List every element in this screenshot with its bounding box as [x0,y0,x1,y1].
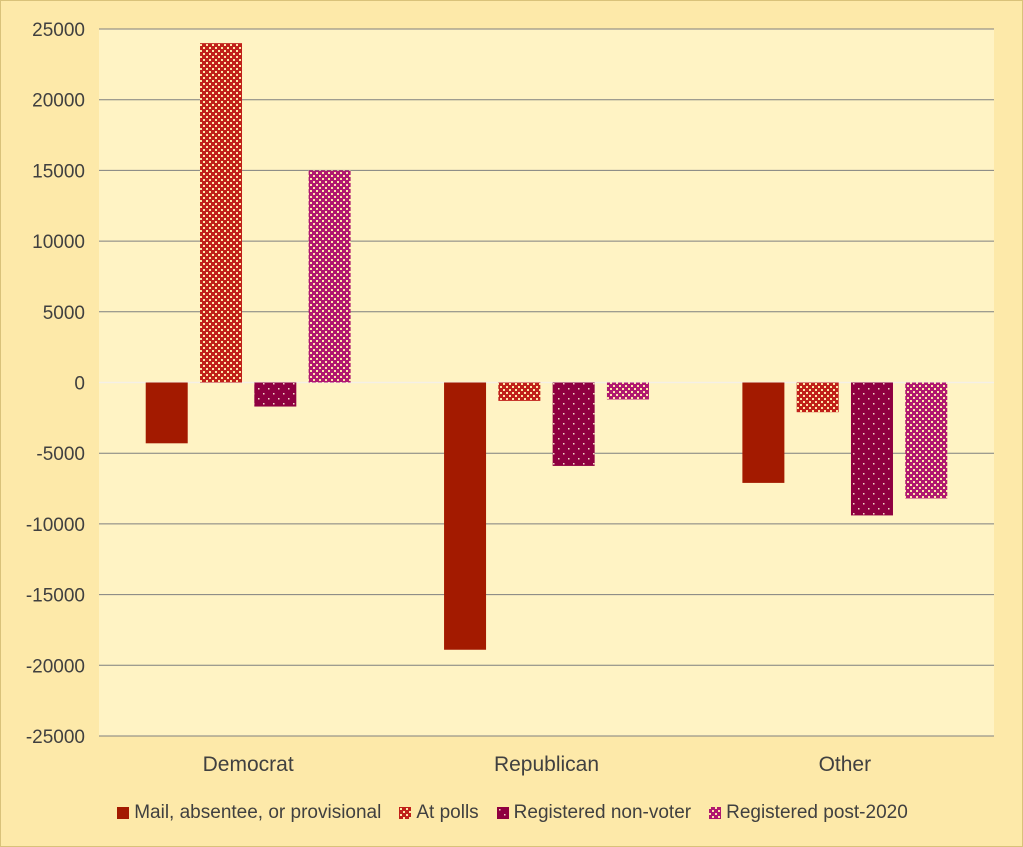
bar-chart: 25000 20000 15000 10000 5000 0 -5000 -10000 -150… [26,20,994,776]
legend-swatch [709,807,722,819]
legend-item: At polls [399,802,479,824]
bar-democrat-series-3 [308,170,351,383]
legend-item: Mail, absentee, or provisional [117,802,381,824]
bar-republican-series-1 [498,382,541,401]
legend: Mail, absentee, or provisional At polls Re… [1,798,1023,828]
x-category-label: Democrat [203,753,294,776]
bar-republican-series-0 [444,382,487,650]
legend-item: Registered post-2020 [709,802,908,824]
legend-swatch [399,807,412,819]
y-tick-label: -5000 [36,444,85,465]
y-tick-label: 20000 [32,91,85,112]
bar-republican-series-2 [552,382,595,466]
y-tick-label: 15000 [32,161,85,182]
legend-label: Registered post-2020 [726,802,908,823]
x-category-label: Republican [494,753,599,776]
x-category-label: Other [819,753,872,776]
bar-other-series-1 [796,382,839,413]
y-tick-label: 25000 [32,20,85,41]
legend-swatch [117,807,130,819]
bar-democrat-series-2 [254,382,297,407]
bar-democrat-series-1 [200,43,243,383]
y-tick-label: -25000 [26,727,85,748]
legend-item: Registered non-voter [496,802,692,824]
legend-swatch [496,807,509,819]
bar-democrat-series-0 [145,382,188,444]
y-tick-label: 0 [74,374,85,395]
y-tick-label: 10000 [32,232,85,253]
y-tick-label: -15000 [26,586,85,607]
legend-label: At polls [416,802,479,823]
legend-label: Mail, absentee, or provisional [134,802,382,823]
y-tick-label: -20000 [26,656,85,677]
bar-other-series-3 [905,382,948,499]
bar-republican-series-3 [606,382,649,400]
y-tick-label: 5000 [43,303,85,324]
bar-other-series-2 [850,382,893,516]
y-tick-label: -10000 [26,515,85,536]
bar-other-series-0 [742,382,785,483]
legend-label: Registered non-voter [513,802,692,823]
